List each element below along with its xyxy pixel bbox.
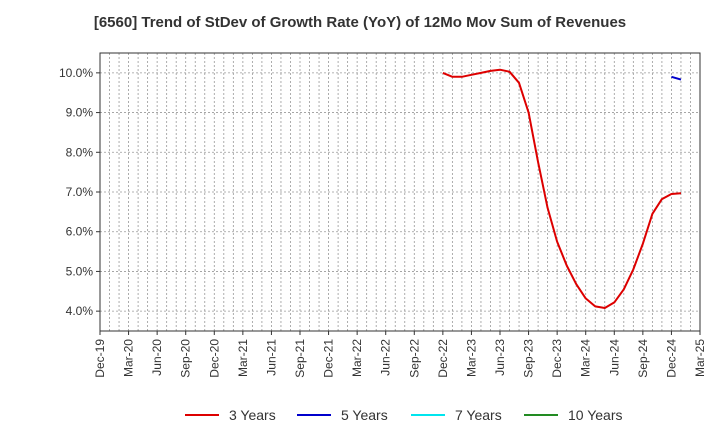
legend-item-5-years: 5 Years (297, 405, 388, 425)
legend-swatch (185, 414, 219, 416)
legend-label: 5 Years (341, 407, 388, 423)
legend: 3 Years 5 Years 7 Years 10 Years (0, 405, 720, 425)
x-tick-label: Mar-23 (464, 339, 478, 377)
x-axis: Dec-19 Mar-20 Jun-20 Sep-20 Dec-20 Mar-21 Jun-… (93, 331, 707, 378)
grid-lines (100, 53, 700, 331)
y-tick-label: 8.0% (66, 145, 94, 159)
x-tick-label: Mar-25 (693, 339, 707, 377)
x-tick-label: Mar-20 (122, 339, 136, 377)
x-tick-label: Sep-24 (636, 339, 650, 378)
legend-item-3-years: 3 Years (185, 405, 276, 425)
y-tick-label: 10.0% (59, 66, 93, 80)
x-tick-label: Jun-21 (264, 339, 278, 376)
x-tick-label: Jun-20 (150, 339, 164, 376)
y-tick-label: 4.0% (66, 304, 94, 318)
y-tick-label: 9.0% (66, 106, 94, 120)
y-tick-label: 7.0% (66, 185, 94, 199)
y-tick-label: 5.0% (66, 264, 94, 278)
x-tick-label: Dec-24 (664, 339, 678, 378)
plot-area (99, 52, 701, 332)
x-tick-label: Mar-22 (350, 339, 364, 377)
x-tick-label: Mar-21 (236, 339, 250, 377)
x-tick-label: Dec-21 (322, 339, 336, 378)
series-lines (442, 68, 682, 309)
x-tick-label: Dec-19 (93, 339, 107, 378)
legend-swatch (524, 414, 558, 416)
x-tick-label: Sep-23 (522, 339, 536, 378)
series-line-3-years (442, 68, 682, 309)
series-line-5-years (671, 75, 682, 81)
x-tick-label: Dec-22 (436, 339, 450, 378)
legend-item-10-years: 10 Years (524, 405, 623, 425)
legend-swatch (411, 414, 445, 416)
chart-title: [6560] Trend of StDev of Growth Rate (Yo… (93, 14, 627, 31)
legend-label: 3 Years (229, 407, 276, 423)
x-tick-label: Mar-24 (579, 339, 593, 377)
x-tick-label: Sep-22 (407, 339, 421, 378)
legend-swatch (297, 414, 331, 416)
legend-label: 10 Years (568, 407, 623, 423)
x-tick-label: Jun-23 (493, 339, 507, 376)
legend-label: 7 Years (455, 407, 502, 423)
legend-item-7-years: 7 Years (411, 405, 502, 425)
x-tick-label: Jun-24 (607, 339, 621, 376)
x-tick-label: Jun-22 (379, 339, 393, 376)
y-axis: 4.0% 5.0% 6.0% 7.0% 8.0% 9.0% 10.0% (59, 66, 100, 318)
x-tick-label: Dec-23 (550, 339, 564, 378)
y-tick-label: 6.0% (66, 225, 94, 239)
x-tick-label: Sep-20 (179, 339, 193, 378)
x-tick-label: Sep-21 (293, 339, 307, 378)
x-tick-label: Dec-20 (207, 339, 221, 378)
